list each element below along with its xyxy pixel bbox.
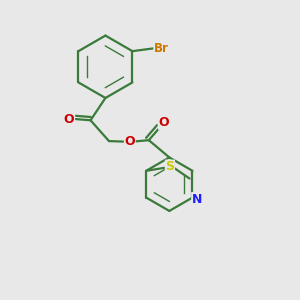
Text: O: O	[124, 135, 135, 148]
Text: N: N	[192, 193, 202, 206]
Text: O: O	[64, 113, 74, 126]
Text: S: S	[165, 160, 174, 173]
Text: Br: Br	[154, 42, 169, 55]
Text: O: O	[158, 116, 169, 129]
